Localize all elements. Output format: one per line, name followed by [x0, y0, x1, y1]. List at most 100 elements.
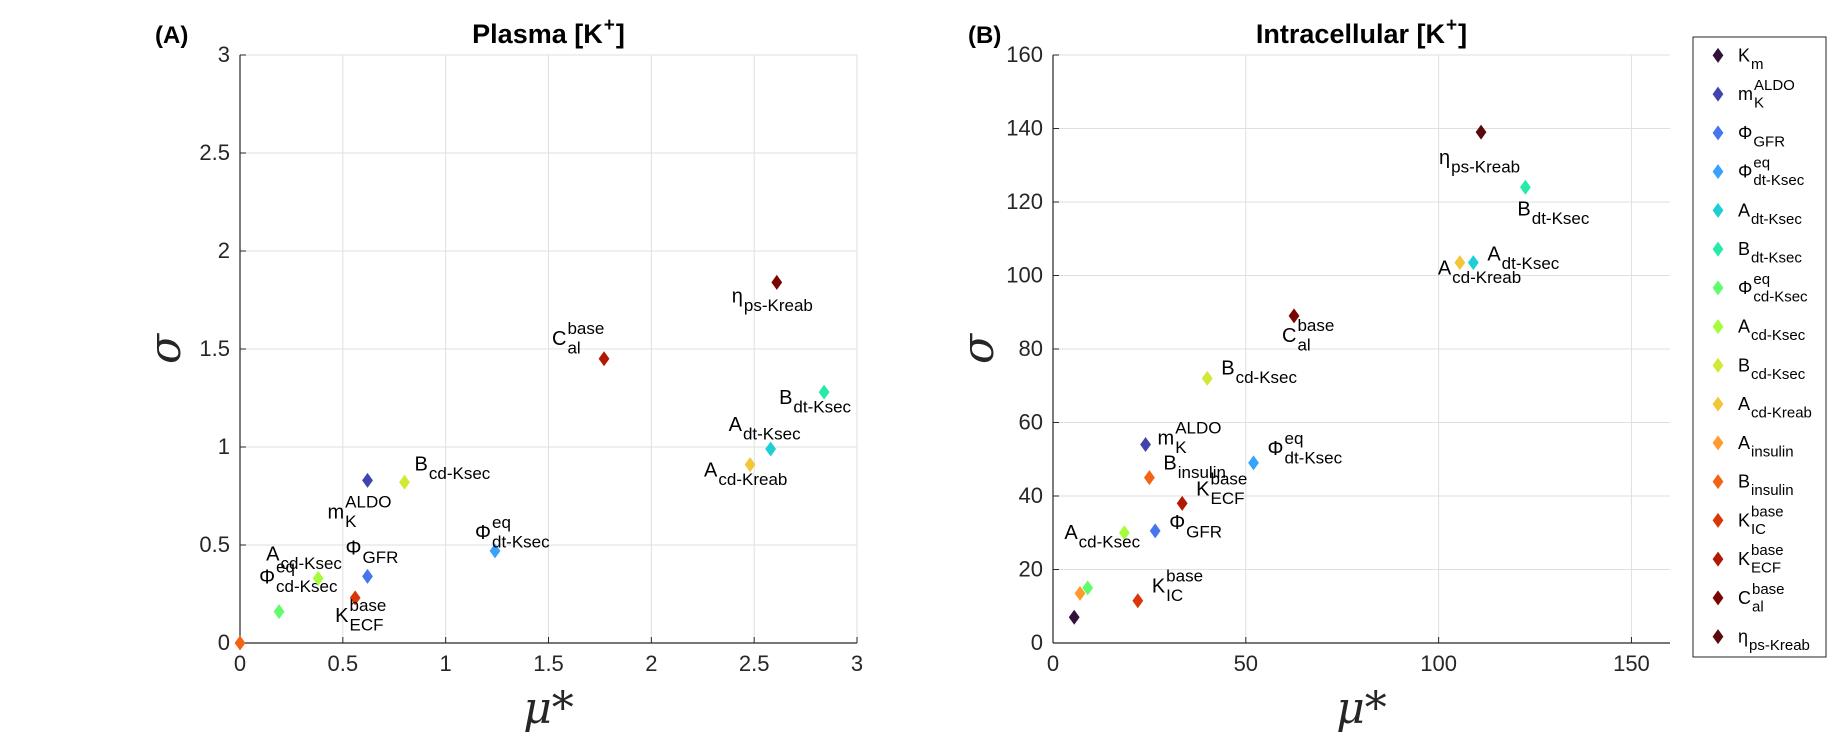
- svg-text:K: K: [1738, 549, 1750, 569]
- svg-text:K: K: [1175, 438, 1187, 457]
- legend-box: [1692, 36, 1827, 658]
- svg-text:Φ: Φ: [475, 522, 491, 544]
- legend-marker: [1712, 590, 1724, 606]
- svg-text:base: base: [1751, 542, 1784, 559]
- svg-text:Φ: Φ: [346, 537, 362, 559]
- data-point: [349, 590, 361, 606]
- data-point: [771, 274, 783, 290]
- x-tick-label: 3: [851, 651, 863, 676]
- svg-text:cd-Kreab: cd-Kreab: [1452, 268, 1521, 287]
- y-tick-label: 0.5: [199, 532, 230, 557]
- data-point: [598, 351, 610, 367]
- panel-letter: (A): [155, 22, 188, 49]
- data-point: [1201, 370, 1213, 386]
- svg-text:K: K: [1738, 45, 1750, 65]
- svg-text:ECF: ECF: [350, 615, 384, 634]
- data-point: [1118, 525, 1130, 541]
- svg-text:GFR: GFR: [1186, 522, 1222, 541]
- svg-text:base: base: [1751, 503, 1784, 520]
- x-tick-label: 1.5: [533, 651, 564, 676]
- svg-text:]: ]: [616, 19, 625, 49]
- panel-b-intracellular: 0 50 100 150 0 20 40 60 80 100 120 140 160(B) Intrace…: [953, 15, 1670, 734]
- svg-text:GFR: GFR: [362, 548, 398, 567]
- svg-text:al: al: [1297, 335, 1310, 354]
- legend-marker: [1712, 125, 1724, 141]
- data-point: [1068, 609, 1080, 625]
- x-tick-label: 0: [234, 651, 246, 676]
- svg-text:cd-Ksec: cd-Ksec: [1751, 327, 1806, 344]
- x-tick-label: 50: [1234, 651, 1258, 676]
- svg-text:m: m: [1158, 428, 1175, 450]
- y-tick-label: 120: [1006, 189, 1043, 214]
- svg-text:A: A: [1438, 258, 1452, 280]
- legend-marker: [1712, 164, 1724, 180]
- legend-label: η ps-Kreab: [1738, 627, 1810, 655]
- svg-text:+: +: [1446, 15, 1457, 36]
- svg-text:K: K: [1738, 510, 1750, 530]
- svg-text:B: B: [415, 453, 428, 475]
- svg-text:A: A: [704, 460, 718, 482]
- svg-text:ps-Kreab: ps-Kreab: [1749, 637, 1810, 654]
- svg-text:dt-Ksec: dt-Ksec: [1753, 172, 1804, 189]
- svg-text:dt-Ksec: dt-Ksec: [793, 398, 851, 417]
- svg-text:m: m: [328, 501, 345, 523]
- svg-text:η: η: [1439, 147, 1450, 169]
- svg-text:A: A: [1487, 244, 1501, 266]
- legend-marker: [1712, 435, 1724, 451]
- data-point: [1132, 593, 1144, 609]
- data-point: [1475, 124, 1487, 140]
- svg-text:Φ: Φ: [1738, 162, 1752, 182]
- data-point-label: Φ GFR: [346, 537, 399, 567]
- grid: [1052, 54, 1670, 644]
- panel-a-plasma: 0 0.5 1 1.5 2 2.5 3 0 0.5 1 1.5 2 2.5 3 (A) Plasma [K +]…: [140, 15, 863, 734]
- x-tick-label: 0.5: [328, 651, 359, 676]
- data-point: [1454, 255, 1466, 271]
- data-point: [1467, 255, 1479, 271]
- svg-text:B: B: [1738, 355, 1750, 375]
- svg-text:insulin: insulin: [1178, 463, 1226, 482]
- data-point: [1082, 580, 1094, 596]
- svg-text:Intracellular [K: Intracellular [K: [1256, 19, 1446, 49]
- data-point: [1074, 585, 1086, 601]
- svg-text:η: η: [732, 285, 743, 307]
- legend-marker: [1712, 47, 1724, 63]
- y-tick-label: 0: [218, 630, 230, 655]
- svg-text:al: al: [567, 338, 580, 357]
- y-tick-label: 1: [218, 434, 230, 459]
- data-point: [765, 441, 777, 457]
- grid: [239, 54, 858, 644]
- svg-text:Φ: Φ: [1169, 512, 1185, 534]
- data-point: [1140, 437, 1151, 453]
- svg-text:B: B: [1738, 472, 1750, 492]
- panel-letter: (B): [968, 22, 1001, 49]
- x-tick-label: 2.5: [739, 651, 770, 676]
- legend-marker: [1712, 202, 1724, 218]
- legend-marker: [1712, 280, 1724, 296]
- y-tick-label: 3: [218, 42, 230, 67]
- svg-text:A: A: [1064, 522, 1078, 544]
- svg-text:eq: eq: [1753, 271, 1770, 288]
- svg-text:dt-Ksec: dt-Ksec: [743, 424, 801, 443]
